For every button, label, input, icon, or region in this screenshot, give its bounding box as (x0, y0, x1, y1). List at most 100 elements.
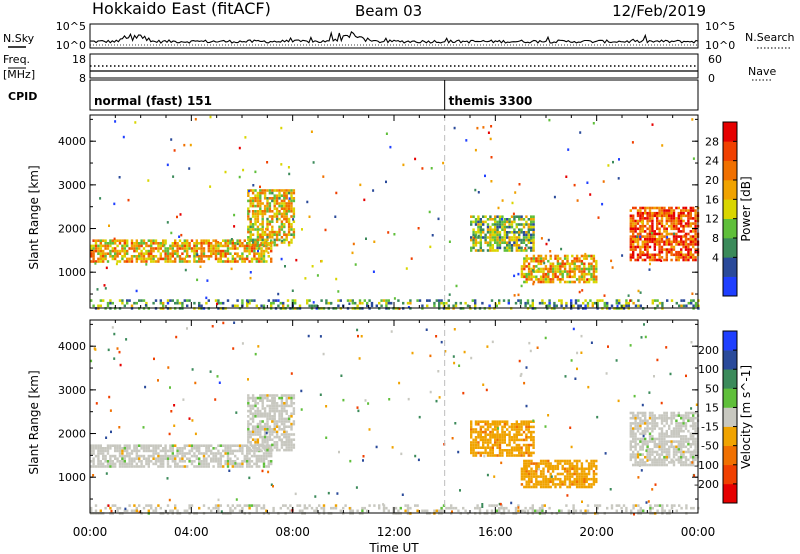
echo-cell (246, 304, 249, 308)
echo-cell (97, 252, 100, 255)
echo-cell (171, 444, 174, 447)
echo-cell (306, 301, 309, 305)
echo-cell (162, 462, 165, 466)
echo-cell (575, 470, 579, 473)
echo-cell (640, 469, 643, 472)
echo-cell (104, 506, 107, 510)
echo-cell (665, 453, 668, 456)
echo-cell (527, 477, 531, 481)
echo-cell (592, 472, 596, 476)
echo-cell (416, 299, 419, 302)
echo-cell (231, 449, 234, 453)
echo-cell (694, 240, 697, 244)
echo-cell (648, 458, 652, 462)
echo-cell (515, 249, 518, 252)
echo-cell (287, 441, 291, 444)
echo-cell (568, 462, 572, 465)
colorbar-swatch (723, 276, 737, 297)
echo-cell (258, 504, 261, 507)
echo-cell (250, 299, 254, 302)
echo-cell (672, 237, 676, 241)
echo-cell (645, 501, 648, 504)
echo-cell (253, 504, 256, 507)
echo-cell (506, 454, 509, 457)
echo-cell (259, 212, 262, 216)
echo-cell (121, 465, 124, 468)
echo-cell (178, 460, 182, 463)
echo-cell (106, 247, 110, 250)
echo-cell (406, 504, 410, 507)
echo-cell (256, 236, 260, 239)
echo-cell (486, 345, 489, 348)
echo-cell (214, 239, 218, 242)
echo-cell (152, 301, 155, 305)
echo-cell (641, 230, 644, 233)
echo-cell (689, 461, 692, 464)
echo-cell (656, 258, 659, 262)
echo-cell (486, 446, 490, 449)
echo-cell (285, 402, 288, 405)
echo-cell (629, 243, 632, 246)
echo-cell (477, 228, 480, 231)
echo-cell (646, 463, 649, 467)
echo-cell (292, 212, 296, 216)
echo-cell (202, 247, 206, 250)
echo-cell (572, 304, 575, 308)
echo-cell (135, 255, 138, 258)
echo-cell (400, 452, 403, 456)
echo-cell (90, 509, 93, 513)
echo-cell (532, 223, 535, 226)
echo-cell (639, 250, 642, 254)
nsky-strip: N.Sky 10^5 10^0 10^5 10^0 N.Search (3, 20, 795, 52)
echo-cell (489, 423, 492, 426)
echo-cell (579, 131, 582, 134)
echo-cell (548, 118, 551, 122)
echo-cell (660, 458, 664, 462)
echo-cell (564, 375, 567, 378)
echo-cell (575, 464, 579, 468)
echo-cell (205, 296, 208, 300)
echo-cell (677, 250, 680, 254)
echo-cell (186, 304, 189, 308)
echo-cell (271, 191, 274, 195)
echo-cell (256, 422, 260, 426)
echo-cell (253, 452, 256, 455)
echo-cell (525, 438, 528, 442)
echo-cell (267, 454, 270, 458)
echo-cell (566, 262, 569, 266)
echo-cell (559, 270, 562, 273)
echo-cell (278, 202, 281, 205)
echo-cell (183, 465, 186, 468)
echo-cell (421, 509, 424, 513)
echo-cell (477, 223, 480, 226)
echo-cell (224, 460, 227, 463)
echo-cell (154, 260, 158, 263)
freq-strip: Freq. [MHz] 18 8 60 0 Nave (3, 53, 776, 85)
echo-cell (636, 209, 640, 212)
echo-cell (417, 458, 420, 462)
echo-cell (235, 411, 238, 414)
echo-cell (176, 452, 179, 455)
echo-cell (665, 440, 668, 443)
echo-cell (283, 448, 286, 452)
echo-cell (169, 447, 172, 450)
echo-cell (670, 250, 673, 254)
echo-cell (361, 506, 364, 510)
echo-cell (435, 335, 438, 338)
echo-cell (290, 199, 293, 203)
echo-cell (587, 278, 591, 281)
echo-cell (322, 175, 325, 178)
echo-cell (287, 417, 291, 421)
echo-cell (604, 452, 607, 455)
echo-cell (682, 299, 686, 302)
echo-cell (198, 449, 201, 453)
echo-cell (265, 242, 268, 245)
echo-cell (145, 449, 148, 453)
echo-cell (639, 422, 642, 425)
echo-cell (692, 414, 695, 417)
echo-cell (573, 262, 576, 266)
echo-cell (280, 407, 284, 410)
echo-cell (335, 191, 338, 195)
echo-cell (157, 247, 160, 250)
echo-cell (544, 485, 548, 489)
